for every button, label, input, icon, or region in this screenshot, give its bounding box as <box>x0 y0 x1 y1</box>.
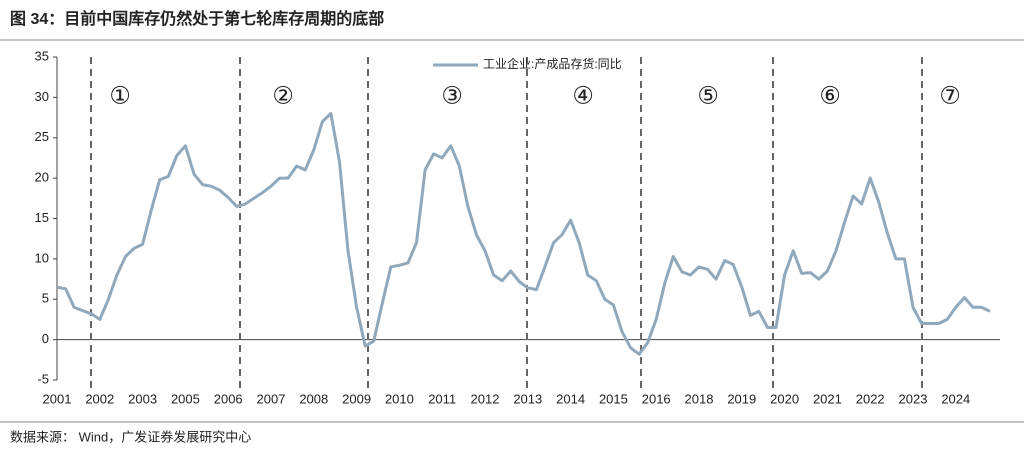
cycle-label: ⑤ <box>697 82 719 109</box>
x-tick-label: 2012 <box>471 391 500 406</box>
x-tick-label: 2008 <box>299 391 328 406</box>
x-tick-label: 2003 <box>128 391 157 406</box>
y-tick-label: 20 <box>35 170 49 185</box>
x-tick-label: 2016 <box>642 391 671 406</box>
y-tick-label: 30 <box>35 89 49 104</box>
chart-title: 图 34：目前中国库存仍然处于第七轮库存周期的底部 <box>10 9 384 28</box>
x-tick-label: 2015 <box>599 391 628 406</box>
y-tick-label: 15 <box>35 210 49 225</box>
x-tick-label: 2005 <box>171 391 200 406</box>
cycle-label: ② <box>272 82 294 109</box>
y-tick-label: 5 <box>42 291 49 306</box>
x-tick-label: 2013 <box>513 391 542 406</box>
cycle-label: ④ <box>572 82 594 109</box>
x-tick-label: 2011 <box>428 391 456 406</box>
cycle-label: ③ <box>441 82 463 109</box>
x-tick-label: 2021 <box>813 391 842 406</box>
series-line <box>56 112 991 356</box>
y-tick-label: -5 <box>37 371 49 386</box>
x-tick-label: 2006 <box>214 391 243 406</box>
x-tick-label: 2020 <box>770 391 799 406</box>
cycle-label: ① <box>109 82 131 109</box>
y-tick-label: 10 <box>35 250 49 265</box>
x-tick-label: 2009 <box>342 391 371 406</box>
x-tick-label: 2007 <box>257 391 286 406</box>
x-tick-label: 2019 <box>727 391 756 406</box>
x-tick-label: 2014 <box>556 391 585 406</box>
cycle-label: ⑦ <box>939 82 961 109</box>
legend-label: 工业企业:产成品存货:同比 <box>483 56 622 71</box>
source: 数据来源： Wind，广发证券发展研究中心 <box>10 429 251 444</box>
y-tick-label: 25 <box>35 129 49 144</box>
y-tick-label: 0 <box>42 331 49 346</box>
x-tick-label: 2022 <box>856 391 885 406</box>
x-tick-label: 2001 <box>43 391 72 406</box>
x-tick-label: 2018 <box>685 391 714 406</box>
x-tick-label: 2024 <box>941 391 970 406</box>
x-tick-label: 2002 <box>85 391 114 406</box>
cycle-label: ⑥ <box>819 82 841 109</box>
x-tick-label: 2023 <box>899 391 928 406</box>
y-tick-label: 35 <box>35 48 49 63</box>
x-tick-label: 2010 <box>385 391 414 406</box>
